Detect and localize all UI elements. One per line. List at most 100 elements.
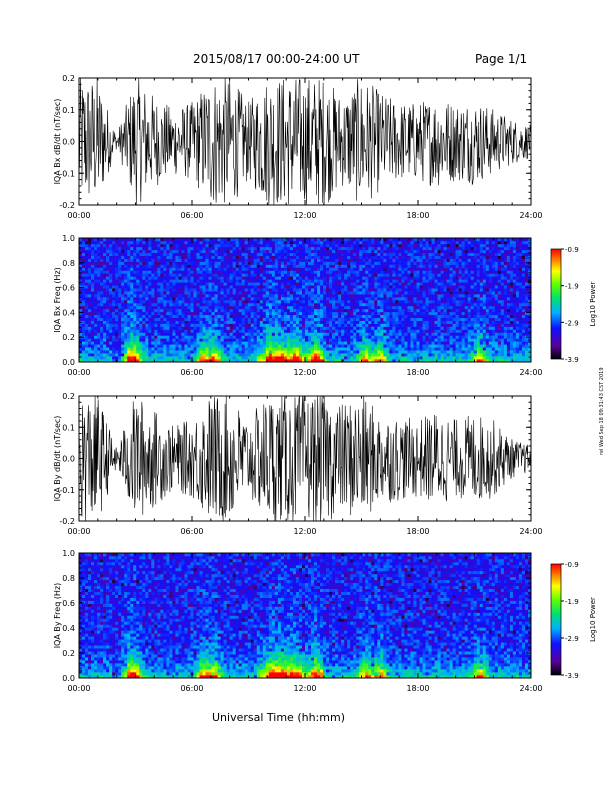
- bx-spec-cell: [79, 329, 83, 333]
- bx-spec-cell: [419, 335, 423, 339]
- bx-spec-cell: [271, 344, 276, 348]
- bx-spec-cell: [365, 255, 369, 259]
- bx-spec-cell: [187, 294, 191, 298]
- bx-spec-cell: [160, 347, 164, 351]
- bx-spec-cell: [274, 279, 279, 283]
- bx-spec-cell: [187, 341, 191, 345]
- bx-spec-cell: [241, 305, 246, 310]
- bx-spec-cell: [106, 353, 110, 357]
- bx-spec-cell: [262, 249, 267, 254]
- bx-spec-cell: [398, 255, 402, 259]
- bx-spec-cell: [286, 288, 291, 292]
- bx-spec-cell: [256, 270, 261, 274]
- bx-spec-cell: [121, 282, 125, 286]
- bx-spec-cell: [118, 267, 122, 271]
- bx-spec-cell: [368, 246, 372, 251]
- bx-spec-cell: [151, 294, 155, 298]
- bx-spec-cell: [262, 353, 267, 357]
- bx-spec-cell: [139, 264, 143, 268]
- bx-spec-cell: [130, 302, 134, 307]
- bx-spec-cell: [223, 359, 227, 363]
- bx-spec-cell: [283, 288, 288, 292]
- bx-spec-cell: [193, 350, 197, 354]
- bx-spec-cell: [112, 314, 116, 319]
- bx-spec-cell: [401, 252, 405, 257]
- bx-spec-cell: [332, 279, 336, 283]
- bx-spec-cell: [133, 285, 137, 289]
- bx-spec-cell: [82, 323, 86, 327]
- bx-spec-cell: [244, 311, 249, 316]
- bx-spec-cell: [199, 255, 203, 259]
- bx-spec-cell: [172, 332, 176, 336]
- bx-spec-cell: [332, 294, 336, 298]
- bx-spec-cell: [148, 314, 152, 319]
- bx-spec-cell: [106, 252, 110, 257]
- bx-spec-cell: [184, 329, 188, 333]
- bx-spec-cell: [139, 273, 143, 277]
- bx-spec-cell: [211, 297, 215, 301]
- bx-spec-cell: [175, 291, 179, 295]
- bx-spec-cell: [347, 276, 351, 280]
- bx-spec-cell: [311, 335, 315, 339]
- bx-spec-cell: [295, 317, 300, 321]
- bx-spec-cell: [112, 243, 116, 248]
- bx-spec-cell: [326, 255, 330, 259]
- bx-spec-cell: [277, 270, 282, 274]
- bx-spec-cell: [308, 258, 312, 262]
- bx-spec-cell: [181, 291, 185, 295]
- bx-spec-cell: [389, 246, 393, 251]
- bx-spec-cell: [133, 258, 137, 262]
- bx-spec-cell: [404, 270, 408, 274]
- bx-spec-cell: [425, 323, 429, 327]
- bx-spec-cell: [160, 341, 164, 345]
- bx-spec-cell: [350, 326, 354, 330]
- bx-spec-cell: [214, 356, 218, 360]
- bx-spec-cell: [166, 320, 170, 324]
- bx-spec-cell: [169, 270, 173, 274]
- bx-spec-cell: [100, 356, 104, 360]
- bx-spec-cell: [271, 335, 276, 339]
- bx-spec-cell: [190, 252, 194, 257]
- bx-spec-cell: [353, 294, 357, 298]
- bx-spec-cell: [401, 240, 405, 245]
- bx-spec-cell: [368, 347, 372, 351]
- bx-spec-cell: [298, 305, 303, 310]
- bx-spec-cell: [238, 300, 243, 304]
- bx-spec-cell: [187, 323, 191, 327]
- bx-spec-cell: [253, 300, 258, 304]
- bx-spec-cell: [374, 252, 378, 257]
- bx-spec-cell: [386, 350, 390, 354]
- bx-spec-cell: [356, 273, 360, 277]
- bx-spec-cell: [100, 294, 104, 298]
- bx-spec-cell: [160, 320, 164, 324]
- bx-spec-cell: [97, 350, 101, 354]
- bx-spec-cell: [211, 347, 215, 351]
- bx-spec-cell: [392, 335, 396, 339]
- bx-spec-cell: [344, 279, 348, 283]
- bx-spec-cell: [305, 341, 309, 345]
- bx-spec-cell: [268, 288, 273, 292]
- bx-spec-cell: [91, 261, 95, 265]
- bx-spec-cell: [214, 300, 218, 304]
- bx-spec-cell: [401, 323, 405, 327]
- bx-spec-cell: [223, 335, 227, 339]
- bx-spec-cell: [353, 273, 357, 277]
- bx-spec-cell: [232, 249, 236, 254]
- bx-spec-cell: [109, 264, 113, 268]
- bx-spec-cell: [289, 249, 294, 254]
- bx-spec-cell: [151, 335, 155, 339]
- bx-spec-cell: [250, 267, 255, 271]
- bx-spec-cell: [160, 356, 164, 360]
- bx-spec-cell: [148, 243, 152, 248]
- bx-spec-cell: [208, 294, 212, 298]
- bx-spec-cell: [347, 305, 351, 310]
- bx-spec-cell: [193, 258, 197, 262]
- bx-spec-cell: [127, 317, 131, 321]
- bx-spec-cell: [268, 353, 273, 357]
- bx-spec-cell: [118, 314, 122, 319]
- bx-spec-cell: [223, 338, 227, 342]
- bx-spec-cell: [253, 329, 258, 333]
- bx-spec-cell: [407, 329, 411, 333]
- bx-spec-cell: [341, 276, 345, 280]
- bx-spec-cell: [139, 291, 143, 295]
